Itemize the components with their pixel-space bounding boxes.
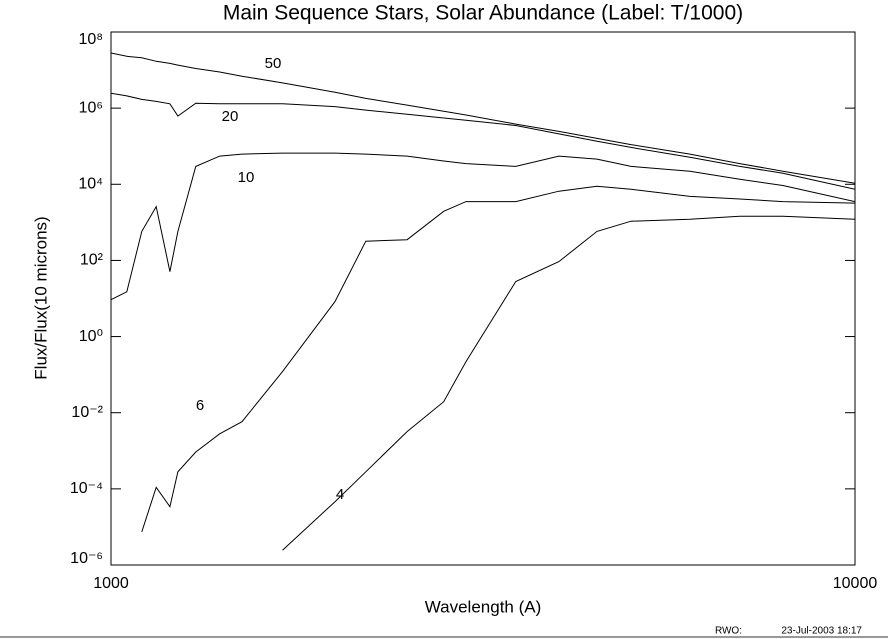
chart-title: Main Sequence Stars, Solar Abundance (La… <box>223 2 743 25</box>
y-tick-label: 10⁸ <box>78 31 103 48</box>
x-tick-label: 10000 <box>833 575 878 592</box>
series-label: 20 <box>222 108 239 125</box>
series-label: 50 <box>265 55 282 72</box>
series-line <box>111 52 855 184</box>
footer-author: RWO: <box>715 626 742 637</box>
footer-date: 23-Jul-2003 18:17 <box>781 626 862 637</box>
y-tick-label: 10⁶ <box>79 99 103 116</box>
y-tick-label: 10⁴ <box>78 176 103 193</box>
series-line <box>111 92 855 190</box>
y-tick-label: 10⁻⁶ <box>70 550 103 567</box>
series-line <box>111 152 855 301</box>
y-tick-label: 10² <box>80 252 104 269</box>
series-label: 6 <box>196 397 204 414</box>
series-line <box>141 185 855 533</box>
series-line <box>282 215 855 551</box>
series-label: 4 <box>336 486 344 503</box>
y-tick-label: 10⁻² <box>71 404 103 421</box>
y-axis-label: Flux/Flux(10 microns) <box>31 216 50 379</box>
y-tick-label: 10⁻⁴ <box>70 480 103 497</box>
x-axis-label: Wavelength (A) <box>425 597 542 616</box>
x-tick-label: 1000 <box>93 575 129 592</box>
series-label: 10 <box>238 169 255 186</box>
plot-frame <box>110 31 856 566</box>
y-tick-label: 10⁰ <box>79 328 103 345</box>
